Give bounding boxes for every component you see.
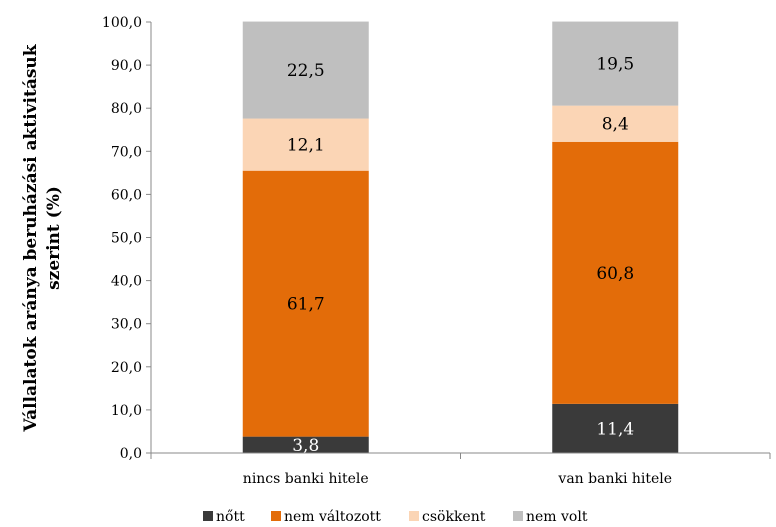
legend-swatch — [513, 511, 523, 521]
bar-segment — [242, 170, 369, 437]
y-tick-label: 10,0 — [111, 403, 142, 419]
bar-segment — [552, 141, 679, 404]
legend-swatch — [203, 511, 213, 521]
bar-segment — [242, 118, 369, 171]
axes — [150, 22, 771, 459]
y-tick-label: 40,0 — [111, 274, 142, 290]
bar-segment — [242, 21, 369, 119]
legend-label: nem volt — [526, 509, 588, 525]
data-label: 3,8 — [292, 436, 319, 456]
data-label: 61,7 — [287, 295, 325, 315]
y-tick-label: 80,0 — [111, 101, 142, 117]
y-tick-label: 90,0 — [111, 58, 142, 74]
data-label: 22,5 — [287, 61, 325, 81]
y-tick-label: 100,0 — [102, 15, 142, 31]
category-label: van banki hitele — [557, 471, 672, 487]
legend-swatch — [409, 511, 419, 521]
category-labels: nincs banki hitele van banki hitele — [243, 471, 672, 487]
y-axis-label-line-2: szerint (%) — [44, 186, 64, 290]
y-tick-label: 30,0 — [111, 317, 142, 333]
legend-label: nőtt — [216, 509, 245, 525]
y-tick-label: 0,0 — [120, 446, 142, 462]
bar-segment — [242, 436, 369, 453]
data-label: 19,5 — [596, 55, 634, 75]
legend-label: csökkent — [422, 509, 486, 525]
y-axis-label: Vállalatok aránya beruházási aktivitásuk… — [21, 43, 64, 432]
bar-segment — [552, 403, 679, 453]
legend-label: nem változott — [284, 509, 381, 525]
data-label: 60,8 — [596, 264, 634, 284]
y-tick-label: 70,0 — [111, 144, 142, 160]
data-label: 8,4 — [602, 115, 629, 135]
y-tick-label: 60,0 — [111, 187, 142, 203]
legend: nőtt nem változott csökkent nem volt — [203, 509, 588, 525]
data-label: 11,4 — [596, 419, 634, 439]
category-label: nincs banki hitele — [243, 471, 369, 487]
data-label: 12,1 — [287, 136, 325, 156]
y-tick-label: 50,0 — [111, 231, 142, 247]
y-axis-label-line-1: Vállalatok aránya beruházási aktivitásuk — [21, 43, 41, 432]
bars: 3,8 61,7 12,1 22,5 11,4 60,8 8,4 19,5 — [242, 21, 679, 456]
y-axis-ticks: 0,0 10,0 20,0 30,0 40,0 50,0 60,0 70,0 80,0 90,0 1… — [102, 15, 151, 462]
bar-segment — [552, 105, 679, 142]
legend-swatch — [271, 511, 281, 521]
y-tick-label: 20,0 — [111, 360, 142, 376]
bar-segment — [552, 21, 679, 106]
